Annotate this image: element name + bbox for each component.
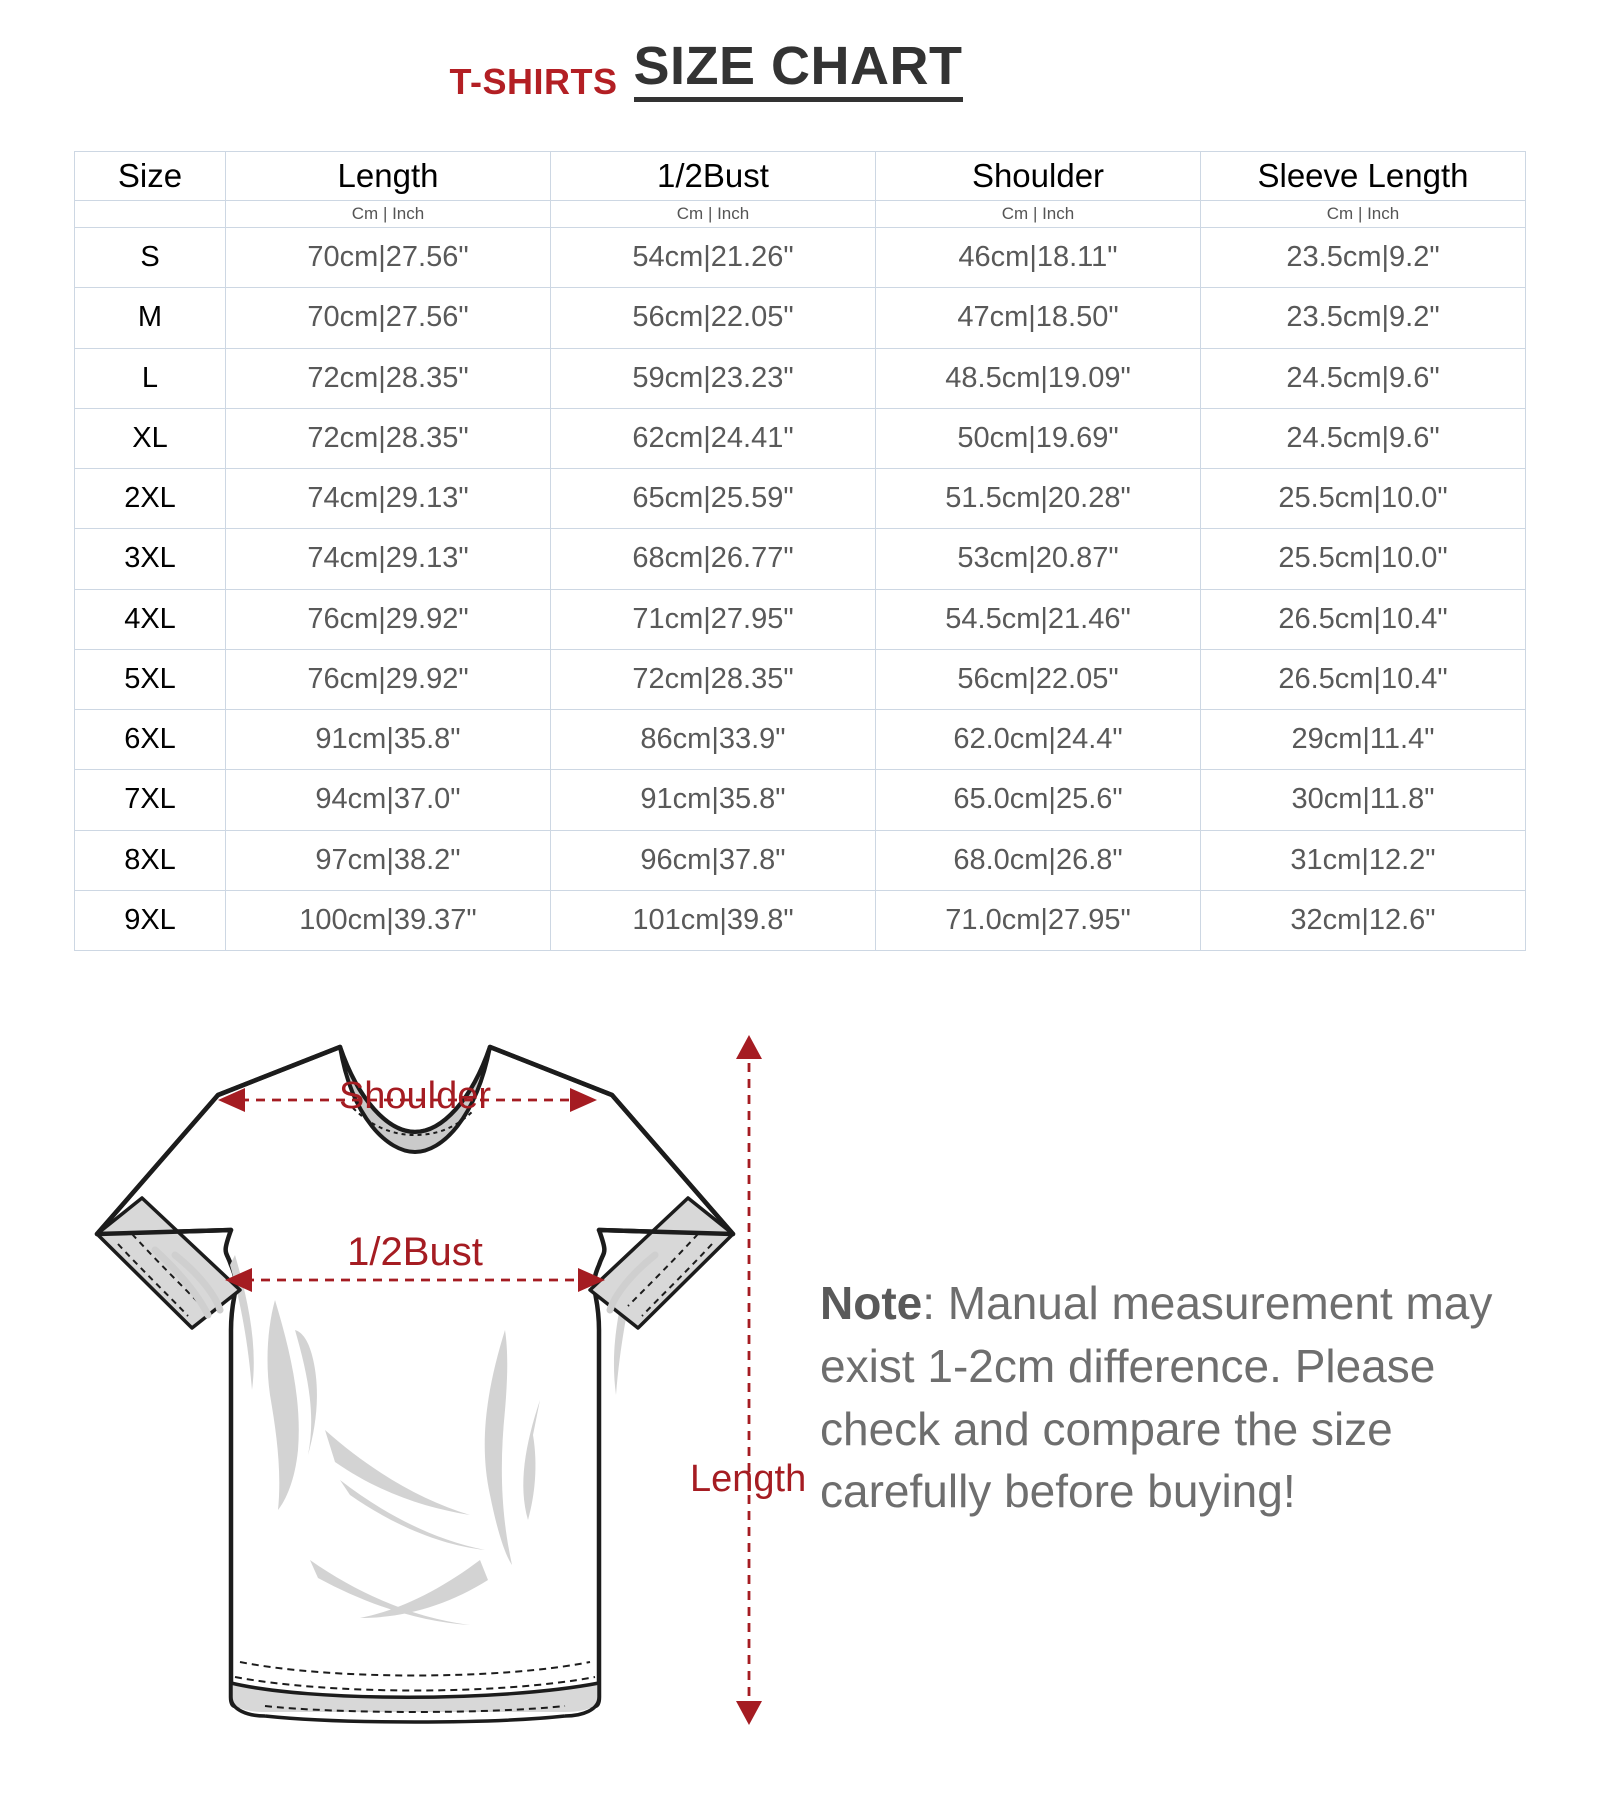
svg-text:1/2Bust: 1/2Bust xyxy=(347,1230,483,1274)
svg-text:Shoulder: Shoulder xyxy=(339,1075,491,1117)
